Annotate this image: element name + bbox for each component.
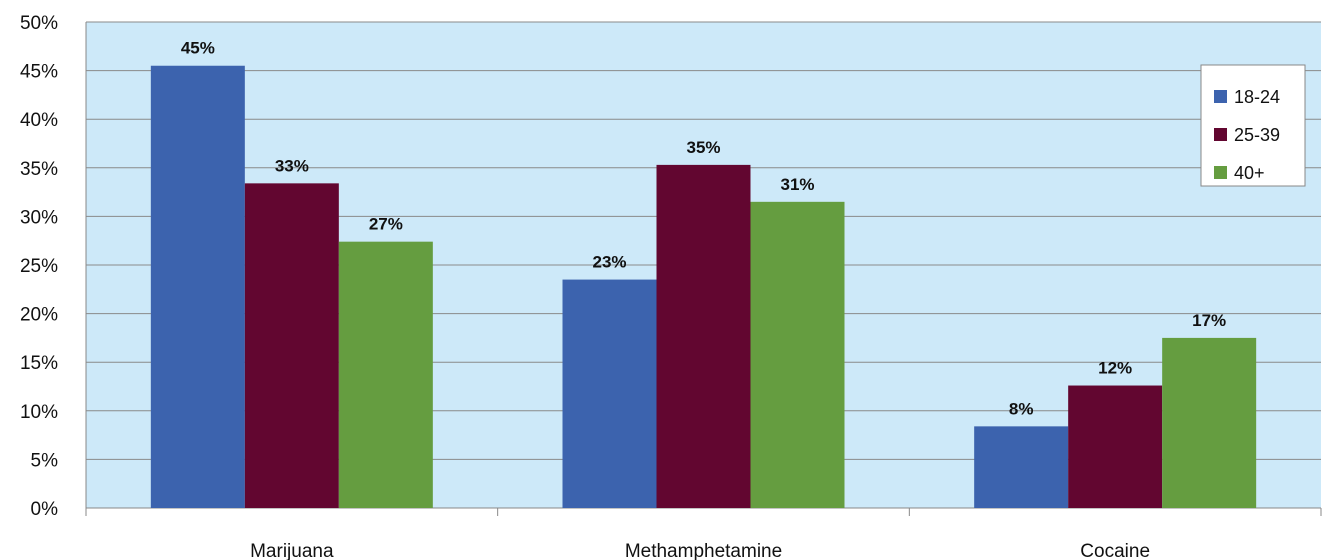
data-labels: 45% 33% 27% 23% 35% 31% 8% 12% 17% <box>181 39 1226 419</box>
y-tick-label: 0% <box>31 499 59 520</box>
legend-label: 25-39 <box>1234 125 1280 145</box>
legend-label: 40+ <box>1234 163 1265 183</box>
y-tick-label: 5% <box>31 450 59 471</box>
y-tick-label: 10% <box>20 402 58 423</box>
data-label: 45% <box>181 39 215 58</box>
data-label: 17% <box>1192 311 1226 330</box>
bar <box>338 241 433 508</box>
bar <box>150 65 245 509</box>
data-label: 23% <box>592 253 626 272</box>
data-label: 8% <box>1009 399 1034 418</box>
y-tick-label: 50% <box>20 13 58 34</box>
legend: 18-24 25-39 40+ <box>1200 64 1306 187</box>
bar <box>244 183 339 509</box>
bar <box>1068 385 1163 508</box>
bars <box>150 65 1257 509</box>
data-label: 27% <box>369 215 403 234</box>
y-tick-label: 15% <box>20 353 58 374</box>
data-label: 12% <box>1098 359 1132 378</box>
bar <box>974 426 1069 508</box>
x-tick-label: Cocaine <box>1080 541 1150 560</box>
y-tick-label: 40% <box>20 110 58 131</box>
y-tick-label: 30% <box>20 207 58 228</box>
y-tick-label: 35% <box>20 159 58 180</box>
y-tick-label: 20% <box>20 305 58 326</box>
x-tick-label: Methamphetamine <box>625 541 782 560</box>
y-axis: 0% 5% 10% 15% 20% 25% 30% 35% 40% 45% 50% <box>20 13 87 520</box>
x-axis: Marijuana Methamphetamine Cocaine <box>85 507 1322 560</box>
data-label: 33% <box>275 156 309 175</box>
x-tick-label: Marijuana <box>250 541 334 560</box>
data-label: 31% <box>780 175 814 194</box>
data-label: 35% <box>686 138 720 157</box>
y-tick-label: 45% <box>20 62 58 83</box>
bar <box>750 201 845 508</box>
legend-swatch <box>1214 166 1227 179</box>
y-tick-label: 25% <box>20 256 58 277</box>
bar <box>562 279 657 508</box>
bar <box>656 164 751 508</box>
legend-box <box>1200 64 1306 187</box>
legend-swatch <box>1214 128 1227 141</box>
legend-swatch <box>1214 90 1227 103</box>
legend-label: 18-24 <box>1234 87 1280 107</box>
bar <box>1162 337 1257 508</box>
